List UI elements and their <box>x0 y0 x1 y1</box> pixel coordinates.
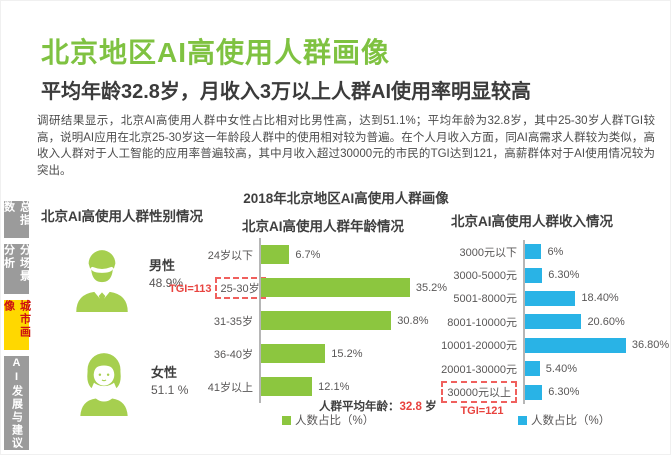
bar <box>525 244 542 260</box>
sidebar: 总指数分场景分析城市画像 AI发展与建议 <box>3 201 31 450</box>
category-label: 24岁以下 <box>207 249 253 262</box>
male-person-icon <box>69 244 135 319</box>
female-label: 女性 <box>151 365 178 380</box>
highlight-dashed-box: 25-30岁 <box>214 276 266 299</box>
page-title: 北京地区AI高使用人群画像 <box>41 37 391 68</box>
bar <box>261 245 290 264</box>
bar-value-label: 6.30% <box>548 269 580 282</box>
bar-value-label: 36.80% <box>631 339 670 352</box>
female-person-icon <box>71 348 137 423</box>
chart-row: 20001-30000元 5.40% <box>437 356 670 381</box>
legend-color-swatch <box>282 415 291 425</box>
page-subtitle: 平均年龄32.8岁，月收入3万以上人群AI使用率明显较高 <box>41 81 532 103</box>
category-label: 36-40岁 <box>213 348 253 361</box>
category-label: 8001-10000元 <box>447 316 517 329</box>
bar-value-label: 35.2% <box>415 281 448 294</box>
chart-row: 10001-20000元 36.80% <box>437 333 670 357</box>
sidebar-tab-1[interactable]: 总指数 <box>3 201 31 238</box>
legend-label: 人数占比（%） <box>531 415 611 427</box>
category-label: 31-35岁 <box>213 315 253 328</box>
average-age-prefix: 人群平均年龄： <box>319 401 400 413</box>
bar-value-label: 6.30% <box>548 386 580 399</box>
summary-paragraph: 调研结果显示，北京AI高使用人群中女性占比相对比男性高，达到51.1%；平均年龄… <box>37 115 655 177</box>
legend-label: 人数占比（%） <box>295 415 375 427</box>
age-chart-title: 北京AI高使用人群年龄情况 <box>242 219 404 234</box>
chart-row: 3000元以下 6% <box>437 240 670 264</box>
chart-row: 3000-5000元 6.30% <box>437 263 670 287</box>
income-chart-legend: 人数占比（%） <box>518 412 610 428</box>
bar <box>525 290 576 306</box>
category-label: 10001-20000元 <box>441 340 517 353</box>
sidebar-tab-2[interactable]: 分场景分析 <box>3 244 31 294</box>
category-label: TGI=113 25-30岁 <box>169 276 266 299</box>
bar <box>261 377 313 396</box>
female-stat: 女性 51.1 % <box>151 362 188 397</box>
tgi-label: TGI=121 <box>460 404 504 417</box>
income-bar-chart: 3000元以下 6% 3000-5000元 6.30% 5001-8000元 18.40%… <box>437 240 670 417</box>
bar <box>525 314 582 330</box>
bar <box>261 344 326 363</box>
sidebar-tab-4[interactable]: AI发展与建议 <box>4 356 29 450</box>
chart-row: 41岁以上 12.1% <box>169 370 459 403</box>
category-label: 5001-8000元 <box>453 293 517 306</box>
bar-value-label: 12.1% <box>318 380 350 393</box>
bar <box>261 311 392 330</box>
bar <box>525 337 626 353</box>
highlight-dashed-box: 30000元以上 <box>441 381 517 404</box>
chart-row: TGI=113 25-30岁 35.2% <box>169 271 459 304</box>
female-value: 51.1 % <box>151 383 189 397</box>
male-label: 男性 <box>149 258 176 273</box>
chart-row: 24岁以下 6.7% <box>169 238 459 271</box>
bar <box>261 278 410 297</box>
chart-row: 30000元以上 6.30% TGI=121 <box>437 380 670 417</box>
bar-value-label: 15.2% <box>331 347 363 360</box>
category-label: 3000元以下 <box>459 246 517 259</box>
sidebar-tab-3[interactable]: 城市画像 <box>3 300 31 350</box>
bar-value-label: 20.60% <box>587 315 625 328</box>
chart-row: 8001-10000元 20.60% <box>437 310 670 334</box>
gender-section-title: 北京AI高使用人群性别情况 <box>41 209 203 224</box>
age-bar-chart: 24岁以下 6.7% TGI=113 25-30岁 35.2% 31-35岁 30.8% 36… <box>169 238 459 403</box>
bar <box>525 384 543 400</box>
bar-value-label: 18.40% <box>581 292 619 305</box>
age-chart-legend: 人数占比（%） <box>282 412 374 428</box>
legend-color-swatch <box>518 415 527 425</box>
average-age-value: 32.8 <box>399 401 422 413</box>
bar-value-label: 5.40% <box>545 362 577 375</box>
category-label: 3000-5000元 <box>453 270 517 283</box>
average-age-suffix: 岁 <box>421 401 437 413</box>
average-age-note: 人群平均年龄：32.8 岁 <box>319 398 437 414</box>
category-label: 30000元以上 <box>437 381 523 404</box>
bar-value-label: 30.8% <box>397 314 429 327</box>
chart-row: 5001-8000元 18.40% <box>437 286 670 311</box>
chart-row: 31-35岁 30.8% <box>169 304 459 337</box>
tgi-label: TGI=113 <box>169 282 212 295</box>
chart-main-title: 2018年北京地区AI高使用人群画像 <box>243 191 449 206</box>
male-stat: 男性 48.9% <box>149 255 183 290</box>
bar-value-label: 6% <box>547 245 564 258</box>
income-chart-title: 北京AI高使用人群收入情况 <box>451 214 613 229</box>
bar <box>525 361 540 377</box>
chart-row: 36-40岁 15.2% <box>169 337 459 370</box>
bar-value-label: 6.7% <box>295 248 321 261</box>
male-value: 48.9% <box>149 276 184 290</box>
bar <box>525 267 543 283</box>
category-label: 20001-30000元 <box>441 363 517 376</box>
category-label: 41岁以上 <box>207 381 253 394</box>
